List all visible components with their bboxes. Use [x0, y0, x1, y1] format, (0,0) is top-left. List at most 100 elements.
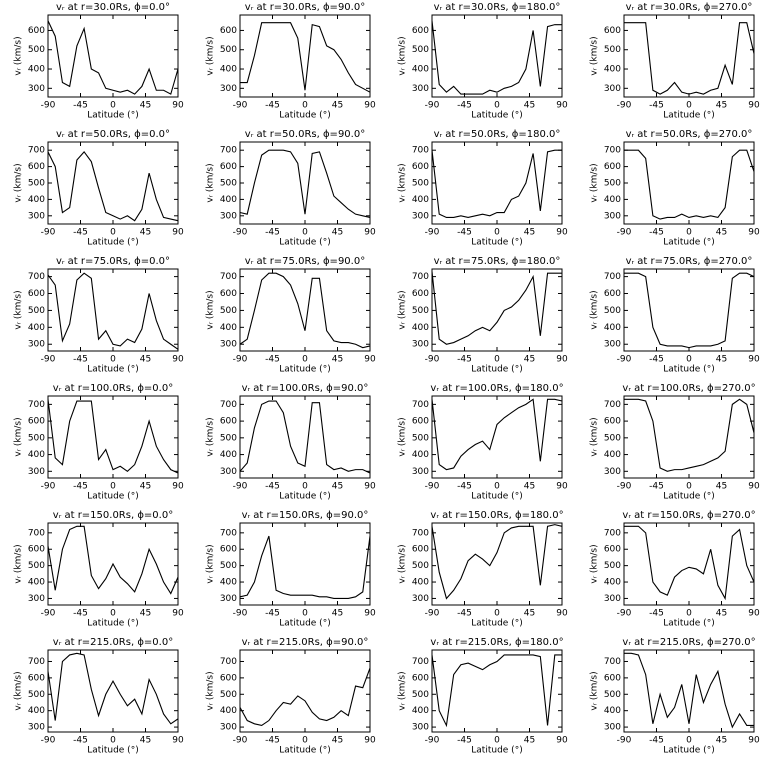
data-line: [239, 400, 371, 474]
x-tick-label: 90: [364, 355, 376, 365]
x-tick-label: -90: [41, 355, 56, 365]
x-tick-label: 0: [494, 609, 500, 619]
y-tick-label: 700: [412, 400, 429, 410]
y-tick-label: 400: [220, 323, 237, 333]
y-tick-label: 700: [220, 146, 237, 156]
y-tick-label: 500: [604, 561, 621, 571]
x-tick-label: 45: [332, 609, 343, 619]
x-tick-label: 0: [302, 609, 308, 619]
x-tick-label: 45: [716, 482, 727, 492]
panel-title: vᵣ at r=50.0Rs, ϕ=90.0°: [245, 129, 365, 140]
x-tick-label: -45: [73, 482, 88, 492]
x-tick-label: -45: [265, 101, 280, 111]
data-line: [47, 272, 179, 350]
x-axis-label: Latitude (°): [471, 492, 522, 502]
x-tick-label: 45: [524, 736, 535, 746]
plot-frame: [623, 268, 755, 352]
x-tick-label: 45: [716, 736, 727, 746]
x-tick-label: -90: [425, 482, 440, 492]
data-line: [624, 149, 755, 220]
panel-title: vᵣ at r=30.0Rs, ϕ=270.0°: [626, 2, 753, 13]
panel: vᵣ at r=50.0Rs, ϕ=180.0° -90 -45 0 45 90 300 40…: [398, 129, 568, 248]
y-tick-label: 500: [412, 306, 429, 316]
panel: vᵣ at r=215.0Rs, ϕ=270.0° -90 -45 0 45 90 300 4…: [590, 637, 760, 756]
x-tick-label: 0: [686, 355, 692, 365]
x-tick-label: -90: [233, 355, 248, 365]
y-tick-label: 300: [220, 723, 237, 733]
panel: vᵣ at r=215.0Rs, ϕ=90.0° -90 -45 0 45 90 300 40…: [206, 637, 376, 756]
panel-title: vᵣ at r=75.0Rs, ϕ=270.0°: [626, 256, 753, 267]
y-tick-label: 700: [412, 146, 429, 156]
x-tick-label: 90: [748, 609, 760, 619]
plot-frame: [239, 14, 371, 98]
y-tick-label: 600: [220, 26, 237, 36]
y-tick-label: 600: [604, 417, 621, 427]
x-tick-label: -90: [425, 228, 440, 238]
panel-title: vᵣ at r=150.0Rs, ϕ=90.0°: [242, 510, 369, 521]
y-tick-label: 500: [28, 45, 45, 55]
y-tick-label: 500: [28, 690, 45, 700]
y-tick-label: 400: [28, 578, 45, 588]
y-axis-label: vᵣ (km/s): [590, 36, 600, 75]
y-tick-label: 500: [220, 561, 237, 571]
panel-title: vᵣ at r=75.0Rs, ϕ=180.0°: [434, 256, 561, 267]
y-tick-label: 400: [412, 450, 429, 460]
y-tick-label: 700: [28, 400, 45, 410]
y-tick-label: 300: [220, 84, 237, 94]
y-tick-label: 400: [28, 706, 45, 716]
x-tick-label: 0: [302, 355, 308, 365]
y-tick-label: 300: [220, 467, 237, 477]
y-axis-label: vᵣ (km/s): [398, 36, 408, 75]
x-tick-label: 45: [332, 482, 343, 492]
y-tick-label: 700: [28, 272, 45, 282]
plot-frame: [239, 268, 371, 352]
y-tick-label: 400: [220, 195, 237, 205]
x-tick-label: -45: [265, 482, 280, 492]
x-tick-label: -45: [649, 609, 664, 619]
y-axis-label: vᵣ (km/s): [14, 163, 24, 202]
data-line: [239, 272, 371, 349]
y-tick-label: 500: [604, 306, 621, 316]
x-axis-label: Latitude (°): [87, 492, 138, 502]
x-axis-label: Latitude (°): [663, 111, 714, 121]
x-axis-label: Latitude (°): [471, 746, 522, 756]
x-tick-label: 45: [524, 228, 535, 238]
x-tick-label: -45: [73, 736, 88, 746]
y-tick-label: 500: [220, 433, 237, 443]
y-tick-label: 300: [220, 594, 237, 604]
y-tick-label: 300: [28, 340, 45, 350]
x-tick-label: 90: [172, 482, 184, 492]
x-tick-label: 90: [172, 228, 184, 238]
x-tick-label: -90: [41, 736, 56, 746]
x-tick-label: 0: [494, 228, 500, 238]
x-axis-label: Latitude (°): [87, 111, 138, 121]
x-tick-label: 90: [364, 482, 376, 492]
data-line: [624, 272, 755, 349]
data-line: [240, 22, 371, 93]
y-tick-label: 300: [28, 211, 45, 221]
x-tick-label: -45: [649, 101, 664, 111]
x-tick-label: 90: [556, 228, 568, 238]
y-axis-label: vᵣ (km/s): [206, 671, 216, 710]
panel-title: vᵣ at r=150.0Rs, ϕ=270.0°: [622, 510, 755, 521]
x-axis-label: Latitude (°): [279, 111, 330, 121]
x-tick-label: -45: [457, 609, 472, 619]
y-tick-label: 400: [28, 65, 45, 75]
y-tick-label: 600: [28, 673, 45, 683]
y-tick-label: 300: [604, 340, 621, 350]
plot-frame: [623, 649, 755, 733]
y-tick-label: 600: [220, 289, 237, 299]
y-tick-label: 700: [604, 400, 621, 410]
data-line: [431, 20, 562, 95]
y-tick-label: 400: [220, 706, 237, 716]
panel: vᵣ at r=75.0Rs, ϕ=90.0° -90 -45 0 45 90 300 400…: [206, 256, 376, 375]
x-tick-label: 90: [748, 482, 760, 492]
x-tick-label: -45: [457, 355, 472, 365]
x-tick-label: -90: [425, 609, 440, 619]
y-tick-label: 600: [412, 162, 429, 172]
data-line: [239, 535, 371, 599]
y-tick-label: 500: [28, 179, 45, 189]
panel: vᵣ at r=30.0Rs, ϕ=270.0° -90 -45 0 45 90 300 40…: [590, 2, 760, 121]
x-axis-label: Latitude (°): [87, 619, 138, 629]
panel: vᵣ at r=30.0Rs, ϕ=180.0° -90 -45 0 45 90 300 40…: [398, 2, 568, 121]
